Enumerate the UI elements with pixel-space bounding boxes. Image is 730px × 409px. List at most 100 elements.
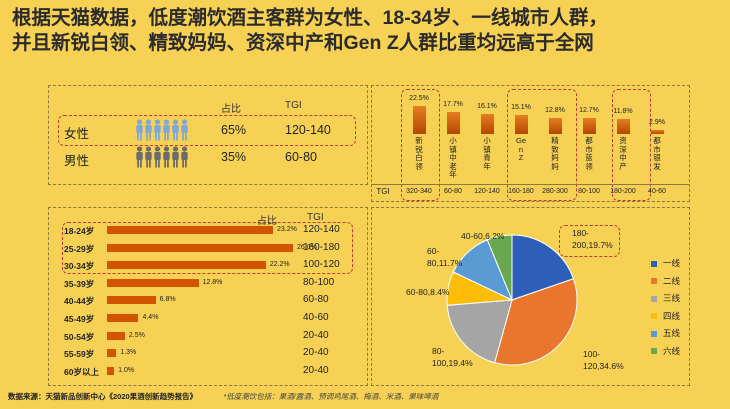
person-icon [172, 119, 179, 141]
age-bar [107, 314, 139, 322]
person-icon [145, 119, 152, 141]
group-data-label: 12.8% [545, 107, 565, 115]
person-icon [154, 146, 161, 168]
legend-item: 二线 [651, 275, 680, 287]
group-category-label: 小镇中老年 [449, 136, 457, 179]
person-icon [172, 146, 179, 168]
group-panel: TGI 22.5% 新锐白领 320-340 17.7% 小镇中老年 60-80 16.1%… [371, 85, 690, 202]
person-icon [136, 146, 143, 168]
page-title: 根据天猫数据，低度潮饮酒主客群为女性、18-34岁、一线城市人群， 并且新锐白领… [12, 6, 722, 56]
age-category-label: 50-54岁 [64, 331, 95, 342]
group-bar [548, 118, 562, 134]
age-data-label: 1.0% [118, 366, 135, 374]
legend-item: 四线 [651, 310, 680, 322]
age-data-label: 4.4% [142, 314, 159, 321]
age-data-label: 23.2% [276, 226, 297, 233]
age-data-label: 6.8% [159, 296, 176, 304]
group-data-label: 11.8% [613, 108, 633, 116]
legend-label: 二线 [663, 275, 681, 286]
legend-swatch [651, 260, 657, 267]
group-category-label: 精致妈妈 [551, 136, 559, 171]
pie-slice [446, 299, 513, 364]
age-bar [107, 296, 156, 305]
legend-item: 六线 [651, 345, 680, 357]
age-tgi-value: 20-40 [303, 329, 329, 341]
age-category-label: 60岁以上 [64, 366, 99, 377]
age-category-label: 25-29岁 [64, 243, 95, 254]
group-tgi-value: 40-60 [648, 188, 666, 195]
tgi-divider [372, 184, 689, 185]
footer: 数据来源：天猫新品创新中心《2020果酒创新趋势报告》 *低度潮饮包括：果酒/露… [8, 391, 438, 402]
group-category-label: 都市银发 [653, 136, 661, 171]
person-icon [181, 146, 188, 168]
group-category-label: 资深中产 [619, 136, 627, 171]
gender-panel: 占比 TGI 女性 65% 120-140 男性 35% 60-80 [48, 85, 368, 185]
age-data-label: 1.3% [120, 349, 137, 357]
legend-label: 六线 [663, 345, 681, 356]
age-data-label: 12.8% [202, 278, 223, 286]
group-category-label: Gen Z [516, 136, 527, 162]
gender-pct-male: 35% [221, 150, 247, 164]
legend-swatch [651, 278, 657, 285]
age-bar [107, 243, 293, 252]
highlight-box-3 [612, 89, 651, 201]
age-category-label: 45-49岁 [64, 314, 95, 324]
legend-item: 三线 [651, 292, 680, 304]
pie-data-label: 100- 120,34.6% [583, 349, 624, 371]
person-icon [145, 146, 152, 168]
age-tgi-value: 40-60 [303, 312, 329, 323]
age-tgi-value: 120-140 [303, 224, 340, 235]
age-header-pct: 占比 [257, 216, 277, 227]
pie-slice [494, 278, 578, 366]
age-category-label: 35-39岁 [64, 278, 95, 289]
age-data-label: 26.0% [297, 243, 317, 251]
highlight-box [58, 115, 356, 146]
age-category-label: 18-24岁 [64, 226, 95, 236]
person-icon [163, 146, 170, 168]
legend-label: 四线 [663, 310, 681, 321]
footer-note: *低度潮饮包括：果酒/露酒、预调鸡尾酒、梅酒、米酒、果味啤酒 [223, 392, 439, 401]
group-bar [650, 130, 664, 134]
age-header-tgi: TGI [307, 212, 324, 223]
group-bar [480, 113, 494, 134]
age-tgi-value: 80-100 [303, 276, 335, 288]
group-category-label: 小镇青年 [483, 136, 491, 171]
legend-swatch [651, 348, 657, 355]
group-data-label: 15.1% [511, 104, 531, 112]
legend-swatch [651, 330, 657, 337]
person-icon [163, 119, 170, 141]
age-category-label: 30-34岁 [64, 261, 95, 272]
age-bar [107, 349, 117, 358]
group-bar [582, 118, 596, 134]
age-bar [107, 226, 273, 234]
gender-tgi-female: 120-140 [285, 123, 331, 137]
gender-label-male: 男性 [64, 154, 90, 168]
age-tgi-value: 20-40 [303, 364, 329, 376]
age-data-label: 22.2% [269, 261, 290, 269]
footer-source: 数据来源：天猫新品创新中心《2020果酒创新趋势报告》 [8, 392, 198, 401]
person-icon [136, 119, 143, 141]
age-bar [107, 261, 266, 270]
group-tgi-value: 280-300 [542, 188, 568, 195]
city-pie-chart [446, 234, 578, 366]
group-bar [412, 106, 426, 134]
group-tgi-value: 60-80 [444, 188, 462, 195]
age-data-label: 2.5% [128, 331, 145, 339]
pie-data-label: 80- 100,19.4% [432, 346, 473, 368]
age-tgi-value: 60-80 [303, 294, 329, 306]
age-category-label: 40-44岁 [64, 296, 95, 307]
gender-tgi-male: 60-80 [285, 150, 317, 164]
group-data-label: 12.7% [579, 107, 599, 115]
group-data-label: 16.1% [477, 102, 497, 110]
group-data-label: 2.9% [649, 119, 665, 127]
city-panel: 180- 200,19.7% 100- 120,34.6% 80- 100,19.4% 60… [371, 207, 690, 386]
age-panel: 占比 TGI 18-24岁 23.2% 120-140 25-29岁 26.0% 160-… [48, 207, 368, 386]
legend-swatch [651, 295, 657, 302]
pie-slice [486, 234, 513, 301]
group-tgi-value: 120-140 [474, 188, 500, 195]
group-category-label: 新锐白领 [415, 136, 423, 171]
highlight-box-2 [507, 89, 577, 201]
pie-data-label: 180- 200,19.7% [572, 228, 613, 250]
group-bar [514, 115, 528, 134]
group-category-label: 都市蓝领 [585, 136, 593, 171]
